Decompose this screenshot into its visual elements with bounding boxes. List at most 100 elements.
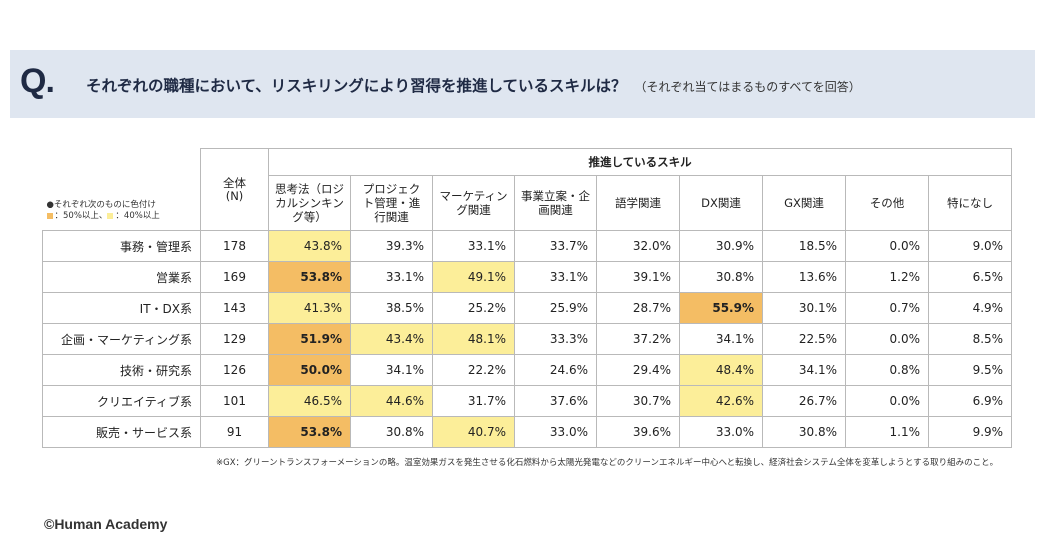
row-label: 営業系 [42, 261, 201, 293]
color-legend: ●それぞれ次のものに色付け ：50%以上、 ：40%以上 [42, 148, 201, 231]
value-cell: 33.0% [679, 416, 763, 448]
value-cell: 33.7% [514, 230, 597, 262]
legend-50-label: ：50%以上、 [54, 211, 108, 221]
value-cell: 33.3% [514, 323, 597, 355]
value-cell: 0.0% [845, 230, 929, 262]
value-cell: 33.1% [514, 261, 597, 293]
value-cell: 30.8% [762, 416, 846, 448]
table-row: 技術・研究系 126 50.0% 34.1% 22.2% 24.6% 29.4% 48.4% 3… [42, 354, 1013, 386]
column-header: 思考法（ロジカルシンキング等） [268, 175, 351, 231]
value-cell: 30.7% [596, 385, 680, 417]
value-cell: 37.6% [514, 385, 597, 417]
row-label: 事務・管理系 [42, 230, 201, 262]
value-cell: 30.8% [350, 416, 433, 448]
value-cell: 55.9% [679, 292, 763, 324]
value-cell: 25.2% [432, 292, 515, 324]
value-cell: 9.5% [927, 354, 1013, 386]
table-row: IT・DX系 143 41.3% 38.5% 25.2% 25.9% 28.7% 55.9% 3… [42, 292, 1013, 324]
legend-swatch-40 [107, 212, 114, 219]
value-cell: 34.1% [679, 323, 763, 355]
column-header: マーケティング関連 [432, 175, 515, 231]
value-cell: 42.6% [679, 385, 763, 417]
row-n: 101 [200, 385, 269, 417]
column-header: DX関連 [679, 175, 763, 231]
skills-group-header: 推進しているスキル [267, 148, 1013, 176]
question-text: それぞれの職種において、リスキリングにより習得を推進しているスキルは？ [86, 77, 627, 95]
value-cell: 48.4% [679, 354, 763, 386]
value-cell: 34.1% [350, 354, 433, 386]
value-cell: 0.8% [845, 354, 929, 386]
question-note: （それぞれ当てはまるものすべてを回答） [634, 80, 861, 94]
value-cell: 38.5% [350, 292, 433, 324]
value-cell: 4.9% [927, 292, 1013, 324]
total-n-header: 全体 (N) [200, 148, 269, 231]
value-cell: 0.0% [845, 323, 929, 355]
value-cell: 9.9% [927, 416, 1013, 448]
value-cell: 30.1% [762, 292, 846, 324]
copyright: ©Human Academy [44, 516, 168, 532]
value-cell: 8.5% [927, 323, 1013, 355]
value-cell: 33.1% [432, 230, 515, 262]
row-label: 技術・研究系 [42, 354, 201, 386]
row-n: 143 [200, 292, 269, 324]
question-title: それぞれの職種において、リスキリングにより習得を推進しているスキルは？ （それぞれ… [86, 74, 861, 96]
row-n: 169 [200, 261, 269, 293]
value-cell: 22.5% [762, 323, 846, 355]
value-cell: 51.9% [268, 323, 351, 355]
value-cell: 41.3% [268, 292, 351, 324]
column-header: 語学関連 [596, 175, 680, 231]
value-cell: 39.1% [596, 261, 680, 293]
column-header: プロジェクト管理・進行関連 [350, 175, 433, 231]
row-label: 企画・マーケティング系 [42, 323, 201, 355]
column-header: その他 [845, 175, 929, 231]
row-n: 178 [200, 230, 269, 262]
value-cell: 1.1% [845, 416, 929, 448]
value-cell: 0.0% [845, 385, 929, 417]
value-cell: 44.6% [350, 385, 433, 417]
skills-table: ●それぞれ次のものに色付け ：50%以上、 ：40%以上 全体 (N) 推進してい… [42, 148, 1013, 448]
value-cell: 30.8% [679, 261, 763, 293]
value-cell: 13.6% [762, 261, 846, 293]
value-cell: 50.0% [268, 354, 351, 386]
row-label: クリエイティブ系 [42, 385, 201, 417]
legend-swatch-50 [46, 212, 53, 219]
value-cell: 48.1% [432, 323, 515, 355]
value-cell: 24.6% [514, 354, 597, 386]
value-cell: 49.1% [432, 261, 515, 293]
value-cell: 22.2% [432, 354, 515, 386]
value-cell: 32.0% [596, 230, 680, 262]
value-cell: 43.8% [268, 230, 351, 262]
gx-footnote: ※GX：グリーントランスフォーメーションの略。温室効果ガスを発生させる化石燃料か… [216, 458, 999, 468]
value-cell: 43.4% [350, 323, 433, 355]
table-row: 企画・マーケティング系 129 51.9% 43.4% 48.1% 33.3% 37.2% 3… [42, 323, 1013, 355]
value-cell: 26.7% [762, 385, 846, 417]
legend-line1: ●それぞれ次のものに色付け [46, 200, 156, 210]
column-header: 特になし [927, 175, 1013, 231]
value-cell: 40.7% [432, 416, 515, 448]
row-n: 126 [200, 354, 269, 386]
row-label: 販売・サービス系 [42, 416, 201, 448]
column-header: GX関連 [762, 175, 846, 231]
value-cell: 29.4% [596, 354, 680, 386]
value-cell: 18.5% [762, 230, 846, 262]
row-label: IT・DX系 [42, 292, 201, 324]
row-n: 91 [200, 416, 269, 448]
value-cell: 9.0% [927, 230, 1013, 262]
value-cell: 6.9% [927, 385, 1013, 417]
value-cell: 39.3% [350, 230, 433, 262]
question-mark: Q. [20, 62, 55, 100]
column-header: 事業立案・企画関連 [514, 175, 597, 231]
value-cell: 28.7% [596, 292, 680, 324]
value-cell: 31.7% [432, 385, 515, 417]
value-cell: 34.1% [762, 354, 846, 386]
value-cell: 37.2% [596, 323, 680, 355]
value-cell: 33.1% [350, 261, 433, 293]
legend-40-label: ：40%以上 [115, 211, 160, 221]
row-n: 129 [200, 323, 269, 355]
table-row: 販売・サービス系 91 53.8% 30.8% 40.7% 33.0% 39.6% 33.0%… [42, 416, 1013, 448]
value-cell: 33.0% [514, 416, 597, 448]
value-cell: 53.8% [268, 416, 351, 448]
value-cell: 6.5% [927, 261, 1013, 293]
value-cell: 1.2% [845, 261, 929, 293]
table-row: 営業系 169 53.8% 33.1% 49.1% 33.1% 39.1% 30.8% 13.6… [42, 261, 1013, 293]
